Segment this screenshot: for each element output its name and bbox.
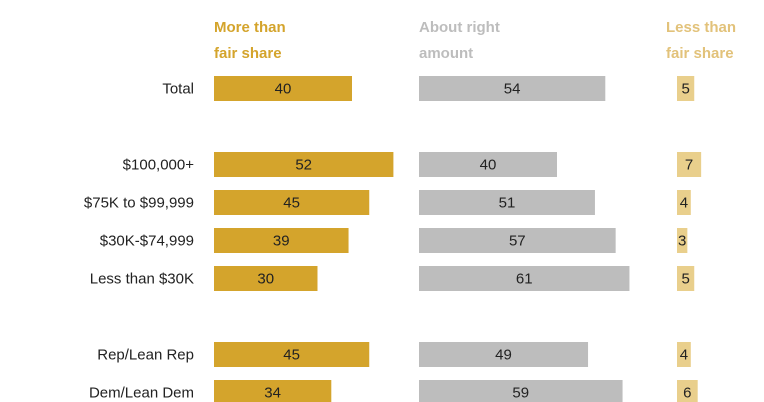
bar-less-than-fair-share [677, 152, 702, 177]
value-label-less: 5 [681, 271, 689, 288]
value-label-more: 40 [275, 81, 292, 98]
chart-row: $30K-$74,999 39 57 3 [100, 228, 688, 253]
value-label-about: 40 [480, 157, 497, 174]
value-label-less: 3 [678, 233, 686, 250]
value-label-about: 54 [504, 81, 521, 98]
bar-about-right-amount [419, 152, 557, 177]
header-more-line1: More than [214, 19, 286, 36]
bar-less-than-fair-share [677, 342, 691, 367]
row-label: Dem/Lean Dem [89, 385, 194, 402]
bar-about-right-amount [419, 380, 623, 402]
value-label-more: 34 [264, 385, 281, 402]
bar-about-right-amount [419, 228, 616, 253]
bar-more-than-fair-share [214, 266, 318, 291]
value-label-more: 52 [295, 157, 312, 174]
value-label-less: 5 [681, 81, 689, 98]
bar-less-than-fair-share [677, 76, 695, 101]
bar-less-than-fair-share [677, 228, 688, 253]
row-label: $30K-$74,999 [100, 233, 194, 250]
row-label: Total [162, 81, 194, 98]
chart-row: Less than $30K 30 61 5 [90, 266, 695, 291]
value-label-about: 57 [509, 233, 526, 250]
value-label-about: 51 [499, 195, 516, 212]
value-label-about: 59 [512, 385, 529, 402]
chart-row: $75K to $99,999 45 51 4 [84, 190, 691, 215]
value-label-more: 30 [257, 271, 274, 288]
value-label-less: 6 [683, 385, 691, 402]
bar-more-than-fair-share [214, 380, 332, 402]
header-about-line1: About right [419, 19, 500, 36]
bar-less-than-fair-share [677, 190, 691, 215]
bar-about-right-amount [419, 266, 630, 291]
chart-rows: Total 40 54 5$100,000+ 52 40 7$75K to $99,999 4… [84, 76, 702, 402]
chart-row: Total 40 54 5 [162, 76, 695, 101]
bar-about-right-amount [419, 76, 606, 101]
bar-less-than-fair-share [677, 266, 695, 291]
value-label-more: 45 [283, 195, 300, 212]
bar-less-than-fair-share [677, 380, 698, 402]
chart-row: $100,000+ 52 40 7 [123, 152, 702, 177]
chart-row: Rep/Lean Rep 45 49 4 [97, 342, 691, 367]
bar-about-right-amount [419, 342, 589, 367]
value-label-about: 61 [516, 271, 533, 288]
bar-more-than-fair-share [214, 228, 349, 253]
header-less-line2: fair share [666, 45, 734, 62]
bar-more-than-fair-share [214, 190, 370, 215]
value-label-about: 49 [495, 347, 512, 364]
value-label-less: 4 [680, 347, 688, 364]
value-label-less: 7 [685, 157, 693, 174]
bar-more-than-fair-share [214, 342, 370, 367]
value-label-less: 4 [680, 195, 688, 212]
bar-more-than-fair-share [214, 152, 394, 177]
bar-about-right-amount [419, 190, 595, 215]
bar-more-than-fair-share [214, 76, 352, 101]
header-more-line2: fair share [214, 45, 282, 62]
header-less-line1: Less than [666, 19, 736, 36]
row-label: $100,000+ [123, 157, 195, 174]
value-label-more: 39 [273, 233, 290, 250]
row-label: Less than $30K [90, 271, 194, 288]
value-label-more: 45 [283, 347, 300, 364]
chart-row: Dem/Lean Dem 34 59 6 [89, 380, 698, 402]
header-about-line2: amount [419, 45, 473, 62]
row-label: Rep/Lean Rep [97, 347, 194, 364]
column-headers: More than fair share About right amount … [214, 19, 736, 62]
row-label: $75K to $99,999 [84, 195, 194, 212]
